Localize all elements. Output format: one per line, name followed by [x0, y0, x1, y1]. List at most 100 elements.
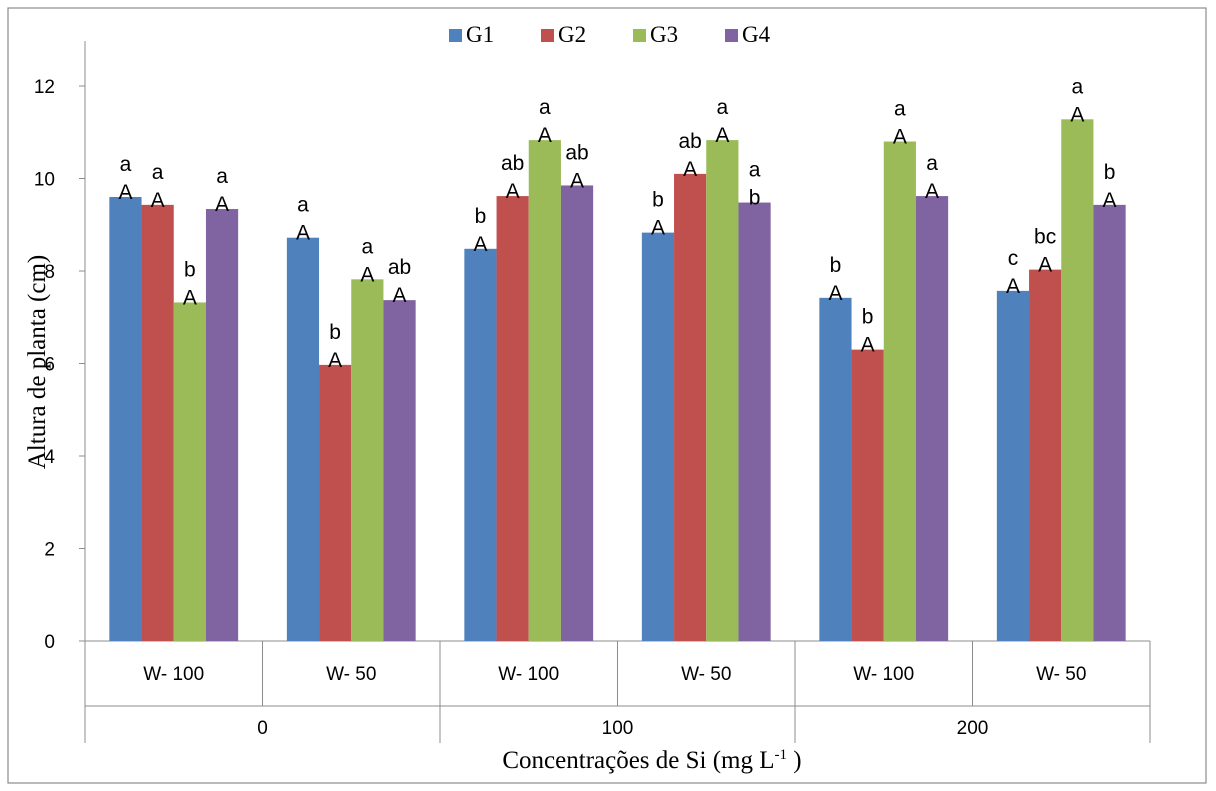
- bar-label-upper: a: [216, 165, 228, 188]
- x-axis-title-superscript: -1: [775, 747, 788, 763]
- bar-label-upper: bc: [1034, 226, 1056, 249]
- bar-label-lower: A: [1038, 254, 1052, 277]
- bar-label-upper: b: [184, 258, 196, 281]
- y-tick-label: 0: [44, 632, 55, 653]
- bar-label-lower: A: [215, 193, 229, 216]
- bar-label-upper: a: [152, 161, 164, 184]
- bar-label-upper: a: [894, 98, 906, 121]
- bar-label-upper: ab: [678, 130, 701, 153]
- bar-g3: [173, 302, 206, 641]
- bar-label-upper: a: [297, 194, 309, 217]
- legend-swatch-g2: [541, 29, 554, 42]
- bar-g4: [205, 209, 239, 641]
- legend-label: G3: [650, 22, 678, 47]
- y-tick-label: 2: [44, 540, 55, 561]
- bar-label-lower: A: [570, 169, 584, 192]
- bar-label-upper: a: [749, 159, 761, 182]
- y-tick-label: 10: [34, 170, 55, 191]
- bar-label-upper: a: [362, 235, 374, 258]
- legend-label: G4: [742, 22, 771, 47]
- bar-label-lower: A: [296, 222, 310, 245]
- bar-label-upper: b: [329, 321, 341, 344]
- x-axis-title-suffix: ): [787, 747, 802, 774]
- bar-label-upper: b: [830, 254, 842, 277]
- bars: [109, 119, 1126, 642]
- bar-label-upper: a: [120, 153, 132, 176]
- bar-g3: [528, 140, 561, 642]
- bar-label-lower: A: [118, 181, 132, 204]
- x-category-label: W- 50: [681, 664, 731, 685]
- x-axis-title: Concentrações de Si (mg L-1 ): [502, 747, 801, 774]
- bar-g4: [560, 185, 594, 641]
- bar-label-lower: A: [893, 126, 907, 149]
- bar-label-lower: A: [506, 180, 520, 203]
- legend-swatch-g1: [449, 29, 462, 42]
- bar-label-lower: A: [393, 284, 407, 307]
- x-axis-title-text: Concentrações de Si (mg L: [502, 747, 774, 774]
- bar-g2: [319, 364, 352, 641]
- x-group-label: 100: [602, 718, 634, 739]
- x-category-label: W- 100: [498, 664, 559, 685]
- bar-g2: [1029, 269, 1062, 641]
- bar-g2: [141, 204, 174, 642]
- bar-g1: [641, 232, 675, 642]
- bar-g4: [738, 202, 771, 642]
- legend-label: G1: [466, 22, 494, 47]
- bar-g1: [996, 290, 1030, 641]
- legend-swatch-g3: [633, 29, 646, 42]
- bar-label-upper: ab: [501, 152, 524, 175]
- bar-label-lower: A: [360, 263, 374, 286]
- bar-g4: [915, 196, 949, 641]
- bar-g3: [883, 141, 916, 641]
- bar-label-lower: A: [683, 158, 697, 181]
- x-category-label: W- 100: [143, 664, 204, 685]
- bar-label-upper: b: [862, 306, 874, 329]
- bar-label-upper: a: [717, 96, 729, 119]
- bar-label-lower: A: [183, 286, 197, 309]
- x-category-label: W- 50: [326, 664, 376, 685]
- bar-g3: [351, 279, 384, 641]
- bar-label-upper: b: [1104, 161, 1116, 184]
- y-tick-label: 8: [44, 262, 55, 283]
- bar-g1: [819, 297, 852, 641]
- bar-label-upper: b: [652, 189, 664, 212]
- bar-label-lower: A: [1070, 103, 1084, 126]
- bar-g4: [1093, 204, 1126, 642]
- x-category-label: W- 50: [1036, 664, 1086, 685]
- bar-label-lower: A: [861, 334, 875, 357]
- bar-label-lower: A: [1103, 189, 1117, 212]
- bar-g4: [383, 300, 416, 641]
- axes: 0 2 4 6 8 10 12 W- 100 W- 50 W- 100 W- 50 W- 100 W- …: [34, 41, 1151, 743]
- bar-label-lower: A: [715, 124, 729, 147]
- y-axis-title: Altura de planta (cm): [24, 255, 51, 470]
- bar-label-upper: a: [1072, 75, 1084, 98]
- bar-label-upper: ab: [565, 141, 588, 164]
- legend: G1 G2 G3 G4: [449, 22, 771, 47]
- bar-label-upper: b: [475, 205, 487, 228]
- bar-g1: [286, 237, 320, 641]
- bar-label-upper: ab: [388, 256, 411, 279]
- x-group-label: 0: [257, 718, 268, 739]
- bar-label-lower: A: [1006, 275, 1020, 298]
- bar-label-lower: A: [473, 233, 487, 256]
- y-tick-label: 6: [44, 355, 55, 376]
- bar-label-upper: a: [926, 152, 938, 175]
- bar-g2: [674, 173, 707, 641]
- bar-label-upper: a: [539, 96, 551, 119]
- bar-label-lower: A: [328, 349, 342, 372]
- bar-label-lower: A: [925, 180, 939, 203]
- bar-label-lower: A: [151, 189, 165, 212]
- bar-g3: [706, 140, 739, 642]
- bar-g1: [464, 248, 497, 642]
- bar-label-lower: b: [749, 187, 761, 210]
- bar-g2: [851, 349, 884, 641]
- bar-g3: [1061, 119, 1094, 642]
- bar-label-upper: c: [1008, 247, 1019, 270]
- legend-swatch-g4: [725, 29, 738, 42]
- bar-label-lower: A: [651, 217, 665, 240]
- bar-label-lower: A: [538, 124, 552, 147]
- bar-g2: [496, 196, 529, 641]
